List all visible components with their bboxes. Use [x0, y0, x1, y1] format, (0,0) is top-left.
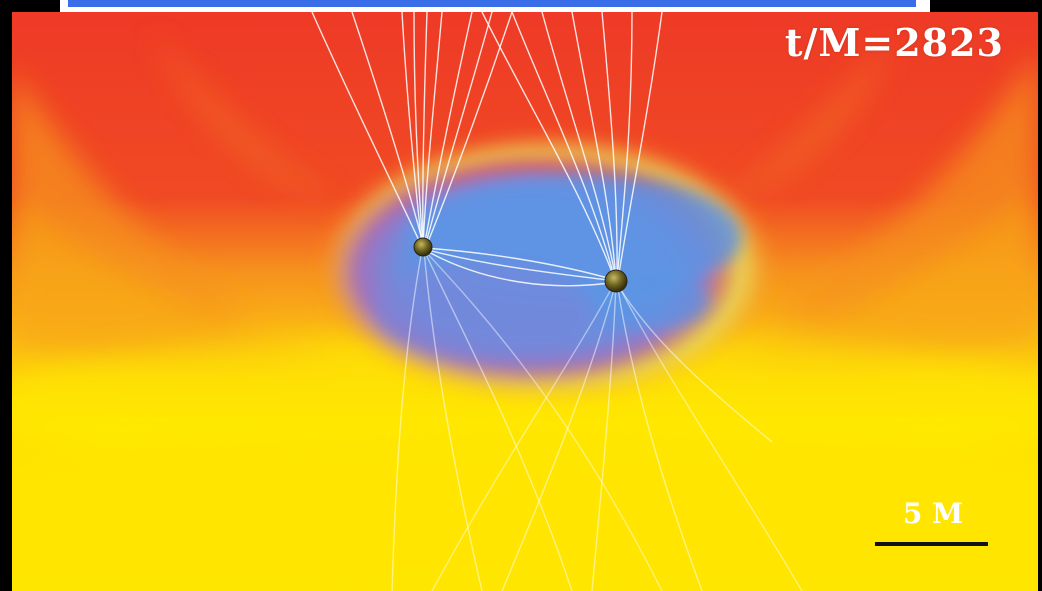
magnetic-field-lines	[311, 12, 803, 591]
top-bar-blue	[68, 0, 916, 7]
black-hole-left-icon	[413, 237, 433, 257]
side-plumes	[12, 32, 1038, 368]
black-hole-right-icon	[604, 269, 628, 293]
low-density-cavity	[327, 157, 742, 387]
scale-bar-label: 5 M	[902, 497, 964, 530]
scale-bar	[875, 542, 988, 546]
simulation-render	[12, 12, 1038, 591]
disk-band	[12, 332, 1038, 591]
time-readout: t/M=2823	[784, 20, 1004, 65]
